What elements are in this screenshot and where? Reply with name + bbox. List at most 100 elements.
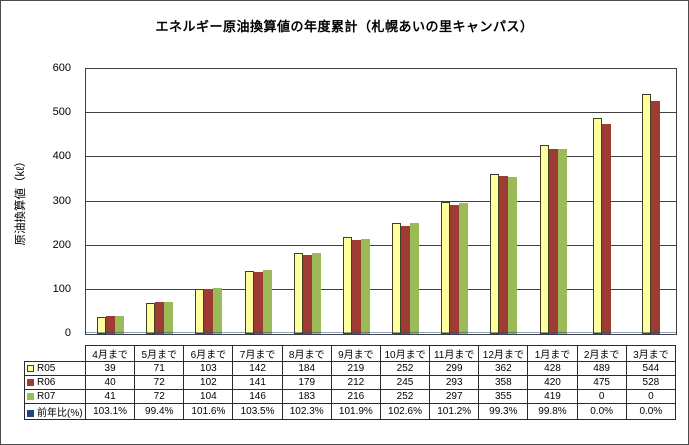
bar-groups [86, 69, 676, 334]
bar-R06-4月まで [106, 316, 116, 334]
bar-group-8月まで [283, 69, 332, 334]
table-cell-R05-4月まで: 39 [84, 361, 136, 376]
table-cell-R06-8月まで: 179 [281, 375, 332, 390]
bar-R07-12月まで [508, 177, 518, 334]
bar-R07-6月まで [213, 288, 223, 334]
column-header-4月まで: 4月まで [84, 345, 136, 362]
table-cell-R05-10月まで: 252 [379, 361, 431, 376]
bar-group-10月まで [381, 69, 430, 334]
bar-R07-4月まで [115, 315, 125, 334]
table-cell-前年比(%)-7月まで: 103.5% [232, 403, 283, 420]
bar-R05-2月まで [593, 118, 603, 334]
bar-R07-9月まで [360, 238, 370, 334]
table-cell-前年比(%)-3月まで: 0.0% [625, 403, 677, 420]
bar-group-5月まで [135, 69, 184, 334]
bar-R06-5月まで [155, 302, 165, 334]
column-header-2月まで: 2月まで [576, 345, 627, 362]
table-cell-前年比(%)-1月まで: 99.8% [527, 403, 578, 420]
table-cell-前年比(%)-11月まで: 101.2% [429, 403, 480, 420]
bar-R06-12月まで [499, 175, 509, 334]
bar-R06-7月まで [253, 271, 263, 334]
bar-R06-10月まで [401, 225, 411, 334]
gridline-100 [86, 288, 676, 290]
table-row-R07: R07 41 72 104 146 183 216 252 297 355 419 0 0 [24, 389, 677, 404]
table-cell-R06-5月まで: 72 [134, 375, 185, 390]
table-cell-前年比(%)-12月まで: 99.3% [478, 403, 529, 420]
column-header-8月まで: 8月まで [281, 345, 332, 362]
table-cell-R05-1月まで: 428 [527, 361, 578, 376]
table-cell-R05-7月まで: 142 [232, 361, 283, 376]
data-table: 4月まで 5月まで 6月まで 7月まで 8月まで 9月まで 10月まで 11月まで 12月まで 1… [24, 345, 677, 420]
table-cell-前年比(%)-4月まで: 103.1% [84, 403, 136, 420]
y-tick-label-300: 300 [52, 194, 71, 207]
gridline-300 [86, 200, 676, 202]
table-cell-R06-10月まで: 245 [379, 375, 431, 390]
legend-key-icon [27, 365, 34, 372]
table-cell-前年比(%)-8月まで: 102.3% [281, 403, 332, 420]
legend-key-icon [27, 379, 34, 386]
bar-R06-3月まで [651, 100, 661, 334]
bar-R06-9月まで [351, 240, 361, 334]
column-header-1月まで: 1月まで [527, 345, 578, 362]
bar-R06-8月まで [302, 254, 312, 334]
table-cell-R05-5月まで: 71 [134, 361, 185, 376]
table-cell-R07-10月まで: 252 [379, 389, 431, 404]
row-label-R07: R07 [24, 389, 86, 404]
row-label-R05: R05 [24, 361, 86, 376]
bar-R05-3月まで [642, 93, 652, 334]
table-row-R05: R05 39 71 103 142 184 219 252 299 362 428 489 544 [24, 361, 677, 376]
table-cell-R07-4月まで: 41 [84, 389, 136, 404]
row-label-R06: R06 [24, 375, 86, 390]
bar-R06-6月まで [204, 288, 214, 334]
bar-R07-11月まで [459, 202, 469, 334]
bar-R06-1月まで [548, 148, 558, 334]
bar-group-7月まで [234, 69, 283, 334]
bar-R05-1月まで [539, 145, 549, 334]
table-cell-R05-9月まで: 219 [330, 361, 381, 376]
column-header-11月まで: 11月まで [429, 345, 480, 362]
legend-key-icon [27, 393, 34, 400]
table-cell-R07-1月まで: 419 [527, 389, 578, 404]
bar-R06-11月まで [450, 204, 460, 334]
table-cell-R05-12月まで: 362 [478, 361, 529, 376]
bar-R07-8月まで [311, 253, 321, 334]
table-cell-R05-2月まで: 489 [576, 361, 627, 376]
bar-group-9月まで [332, 69, 381, 334]
y-tick-label-400: 400 [52, 150, 71, 163]
gridline-400 [86, 156, 676, 158]
y-tick-label-200: 200 [52, 238, 71, 251]
table-cell-R06-7月まで: 141 [232, 375, 283, 390]
table-corner-cell [25, 346, 86, 362]
table-cell-R07-7月まで: 146 [232, 389, 283, 404]
bar-R07-10月まで [410, 222, 420, 334]
table-cell-R07-9月まで: 216 [330, 389, 381, 404]
table-cell-R05-11月まで: 299 [429, 361, 480, 376]
bar-R05-6月まで [195, 288, 205, 334]
table-cell-R06-11月まで: 293 [429, 375, 480, 390]
table-cell-R06-6月まで: 102 [183, 375, 234, 390]
legend-label: R07 [37, 391, 56, 402]
legend-label: R06 [37, 377, 56, 388]
table-cell-R05-8月まで: 184 [281, 361, 332, 376]
bar-group-3月まで [627, 69, 676, 334]
table-cell-R07-2月まで: 0 [576, 389, 627, 404]
legend-key-icon [27, 410, 34, 417]
column-header-6月まで: 6月まで [183, 345, 234, 362]
table-cell-R06-9月まで: 212 [330, 375, 381, 390]
column-header-5月まで: 5月まで [134, 345, 185, 362]
table-cell-R07-8月まで: 183 [281, 389, 332, 404]
table-cell-R07-11月まで: 297 [429, 389, 480, 404]
bar-group-1月まで [529, 69, 578, 334]
table-cell-R05-6月まで: 103 [183, 361, 234, 376]
table-cell-前年比(%)-2月まで: 0.0% [576, 403, 627, 420]
table-row-前年比(%): 前年比(%) 103.1% 99.4% 101.6% 103.5% 102.3% 101.9… [24, 403, 677, 420]
percent-line-series [86, 332, 676, 333]
table-row-R06: R06 40 72 102 141 179 212 245 293 358 420 475 528 [24, 375, 677, 390]
chart-title: エネルギー原油換算値の年度累計（札幌あいの里キャンパス） [155, 19, 534, 34]
plot-area [85, 68, 677, 335]
row-label-前年比(%): 前年比(%) [24, 403, 86, 420]
bar-group-12月まで [479, 69, 528, 334]
table-cell-R07-5月まで: 72 [134, 389, 185, 404]
table-cell-R07-6月まで: 104 [183, 389, 234, 404]
table-cell-R06-3月まで: 528 [625, 375, 677, 390]
